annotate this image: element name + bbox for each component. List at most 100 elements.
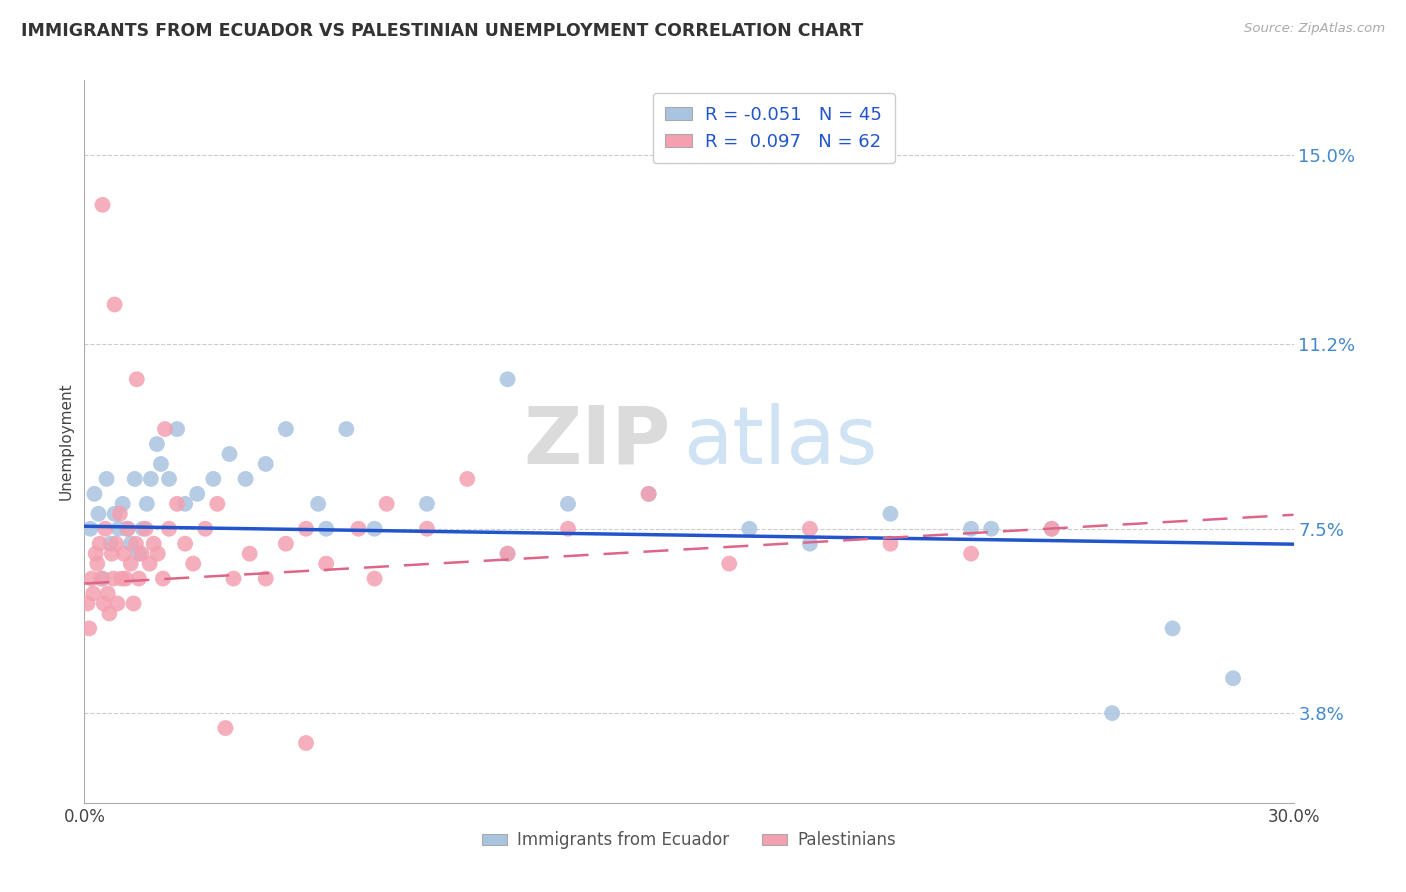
Point [799,537,821,551]
Point [84,547,107,561]
Point [416,522,439,536]
Point [77,621,100,635]
Point [274,422,297,436]
Point [214,721,236,735]
Point [637,487,659,501]
Point [186,487,208,501]
Point [82,586,104,600]
Point [557,522,579,536]
Legend: Immigrants from Ecuador, Palestinians: Immigrants from Ecuador, Palestinians [475,824,903,856]
Point [416,497,439,511]
Point [79,522,101,536]
Point [90,572,112,586]
Point [135,522,157,536]
Point [295,736,318,750]
Point [128,547,150,561]
Point [128,572,150,586]
Point [97,586,120,600]
Y-axis label: Unemployment: Unemployment [58,383,73,500]
Point [496,372,519,386]
Point [86,557,108,571]
Text: atlas: atlas [683,402,877,481]
Point [1222,671,1244,685]
Point [83,487,105,501]
Point [254,572,277,586]
Point [117,522,139,536]
Point [120,557,142,571]
Point [104,537,127,551]
Point [100,537,122,551]
Point [347,522,370,536]
Point [980,522,1002,536]
Point [1161,621,1184,635]
Point [132,522,155,536]
Point [152,572,174,586]
Point [94,522,117,536]
Point [207,497,229,511]
Point [111,497,134,511]
Point [218,447,240,461]
Point [194,522,217,536]
Point [96,472,118,486]
Point [879,507,901,521]
Point [107,522,129,536]
Point [315,557,337,571]
Point [274,537,297,551]
Point [166,497,188,511]
Point [239,547,262,561]
Point [146,437,169,451]
Point [80,572,103,586]
Point [254,457,277,471]
Point [456,472,478,486]
Point [174,497,197,511]
Point [139,472,162,486]
Point [174,537,197,551]
Point [1040,522,1063,536]
Point [112,547,135,561]
Point [138,557,160,571]
Point [157,522,180,536]
Point [235,472,257,486]
Point [89,537,111,551]
Point [107,597,129,611]
Point [202,472,225,486]
Point [181,557,204,571]
Point [115,522,138,536]
Point [960,547,983,561]
Point [307,497,329,511]
Point [91,198,114,212]
Point [879,537,901,551]
Point [135,497,157,511]
Point [104,297,127,311]
Point [315,522,337,536]
Point [496,547,519,561]
Point [120,537,142,551]
Point [157,472,180,486]
Point [738,522,761,536]
Text: IMMIGRANTS FROM ECUADOR VS PALESTINIAN UNEMPLOYMENT CORRELATION CHART: IMMIGRANTS FROM ECUADOR VS PALESTINIAN U… [21,22,863,40]
Point [557,497,579,511]
Point [142,537,165,551]
Point [363,522,385,536]
Point [108,507,131,521]
Point [1040,522,1063,536]
Point [637,487,659,501]
Text: ZIP: ZIP [523,402,671,481]
Point [1101,706,1123,720]
Point [91,572,114,586]
Point [718,557,741,571]
Point [125,372,148,386]
Point [100,547,122,561]
Point [335,422,357,436]
Point [76,597,98,611]
Point [375,497,398,511]
Point [295,522,318,536]
Point [131,547,153,561]
Point [110,572,132,586]
Point [222,572,245,586]
Point [103,572,125,586]
Point [363,572,385,586]
Point [93,597,115,611]
Point [98,607,121,621]
Point [496,547,519,561]
